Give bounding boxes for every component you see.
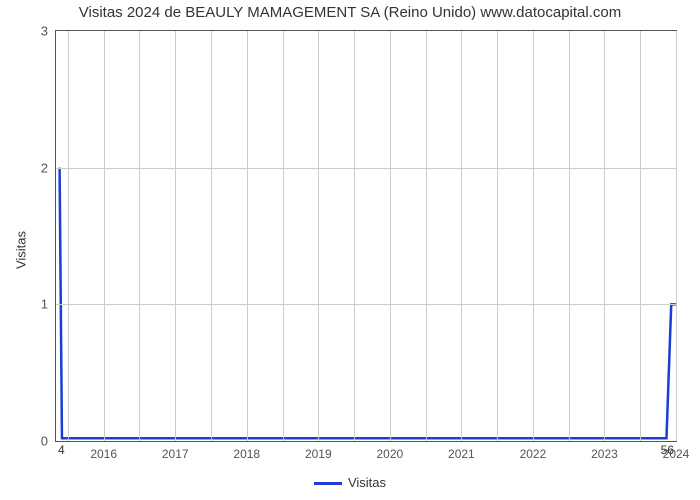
hgrid xyxy=(56,304,676,305)
vgrid xyxy=(283,31,284,441)
ytick-label: 1 xyxy=(41,297,56,312)
xtick-label: 2023 xyxy=(591,441,618,461)
vgrid xyxy=(426,31,427,441)
vgrid xyxy=(461,31,462,441)
vgrid xyxy=(533,31,534,441)
xtick-label: 2019 xyxy=(305,441,332,461)
chart-container: Visitas 2024 de BEAULY MAMAGEMENT SA (Re… xyxy=(0,0,700,500)
vgrid xyxy=(640,31,641,441)
vgrid xyxy=(497,31,498,441)
line-series-layer xyxy=(56,31,676,441)
xtick-label: 2020 xyxy=(376,441,403,461)
vgrid xyxy=(354,31,355,441)
y-axis-label: Visitas xyxy=(14,231,29,269)
plot-area: 0123201620172018201920202021202220232024… xyxy=(55,30,677,442)
vgrid xyxy=(139,31,140,441)
vgrid xyxy=(676,31,677,441)
xtick-label: 2022 xyxy=(520,441,547,461)
vgrid xyxy=(68,31,69,441)
vgrid xyxy=(604,31,605,441)
end-label-left: 4 xyxy=(58,443,65,457)
vgrid xyxy=(175,31,176,441)
series-line xyxy=(60,168,676,439)
vgrid xyxy=(211,31,212,441)
xtick-label: 2018 xyxy=(233,441,260,461)
xtick-label: 2017 xyxy=(162,441,189,461)
end-label-right: 56 xyxy=(661,443,674,457)
legend-label: Visitas xyxy=(348,475,386,490)
vgrid xyxy=(104,31,105,441)
vgrid xyxy=(569,31,570,441)
xtick-label: 2016 xyxy=(90,441,117,461)
vgrid xyxy=(247,31,248,441)
xtick-label: 2021 xyxy=(448,441,475,461)
legend-swatch xyxy=(314,482,342,485)
ytick-label: 3 xyxy=(41,24,56,39)
ytick-label: 0 xyxy=(41,434,56,449)
legend: Visitas xyxy=(0,475,700,490)
vgrid xyxy=(390,31,391,441)
vgrid xyxy=(318,31,319,441)
hgrid xyxy=(56,168,676,169)
chart-title: Visitas 2024 de BEAULY MAMAGEMENT SA (Re… xyxy=(0,4,700,21)
ytick-label: 2 xyxy=(41,160,56,175)
